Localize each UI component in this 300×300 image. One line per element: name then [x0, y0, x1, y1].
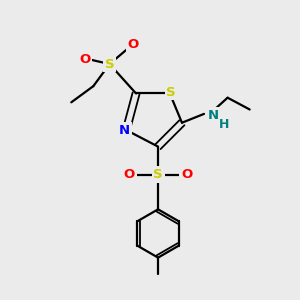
Text: S: S	[105, 58, 114, 70]
Text: S: S	[167, 85, 176, 98]
Text: N: N	[119, 124, 130, 136]
Text: O: O	[128, 38, 139, 51]
Text: O: O	[124, 168, 135, 181]
Text: O: O	[79, 53, 90, 66]
Text: H: H	[219, 118, 230, 131]
Text: S: S	[153, 168, 163, 181]
Text: N: N	[208, 109, 219, 122]
Text: O: O	[181, 168, 192, 181]
